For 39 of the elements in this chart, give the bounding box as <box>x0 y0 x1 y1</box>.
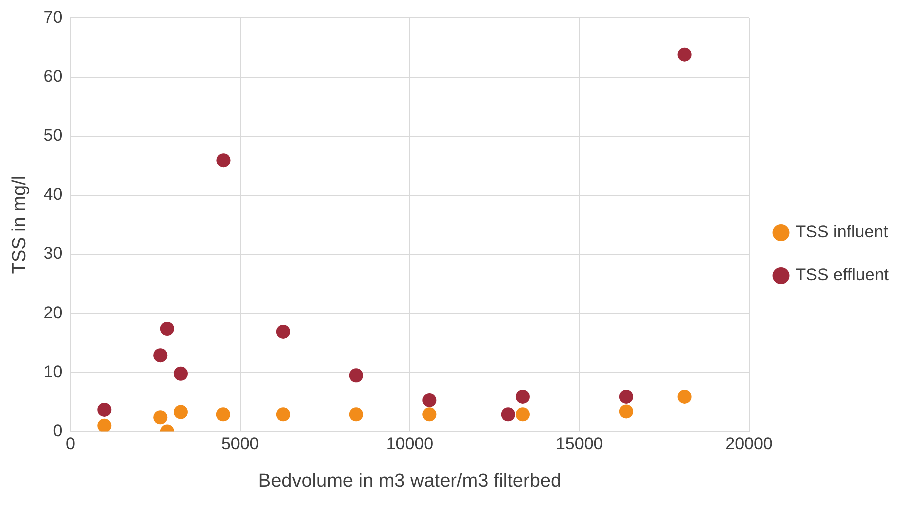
point <box>516 390 530 404</box>
x-tick-label: 0 <box>66 434 76 454</box>
y-tick-label: 60 <box>44 66 63 86</box>
point <box>174 366 188 381</box>
point <box>154 348 168 363</box>
point <box>501 408 516 422</box>
y-axis-title: TSS in mg/l <box>10 176 31 274</box>
point <box>349 368 364 383</box>
x-tick-label: 15000 <box>556 434 604 454</box>
y-tick-label: 40 <box>44 185 63 204</box>
point <box>160 322 174 336</box>
point <box>276 408 290 422</box>
point <box>619 404 634 419</box>
y-tick-label: 50 <box>44 126 63 146</box>
x-tick-label: 20000 <box>726 434 773 454</box>
y-tick-label: 0 <box>53 421 63 440</box>
y-tick-label: 70 <box>44 8 63 27</box>
point <box>516 408 530 422</box>
legend-label: TSS influent <box>796 222 889 242</box>
point <box>349 408 364 422</box>
y-tick-label: 30 <box>44 244 63 264</box>
point <box>98 402 112 417</box>
y-tick-label: 10 <box>44 362 63 382</box>
point <box>174 405 188 420</box>
point <box>98 418 112 432</box>
legend-label: TSS effluent <box>796 266 890 285</box>
x-axis-title: Bedvolume in m3 water/m3 filterbed <box>258 470 562 492</box>
point <box>678 48 692 62</box>
point <box>422 393 437 408</box>
point <box>276 324 290 339</box>
y-tick-label: 20 <box>44 303 63 322</box>
point <box>422 408 437 422</box>
point <box>619 390 634 404</box>
point <box>216 154 231 168</box>
point <box>678 390 692 404</box>
point <box>154 410 168 425</box>
x-tick-label: 5000 <box>221 434 260 454</box>
point <box>216 408 230 422</box>
x-tick-label: 10000 <box>386 434 434 454</box>
